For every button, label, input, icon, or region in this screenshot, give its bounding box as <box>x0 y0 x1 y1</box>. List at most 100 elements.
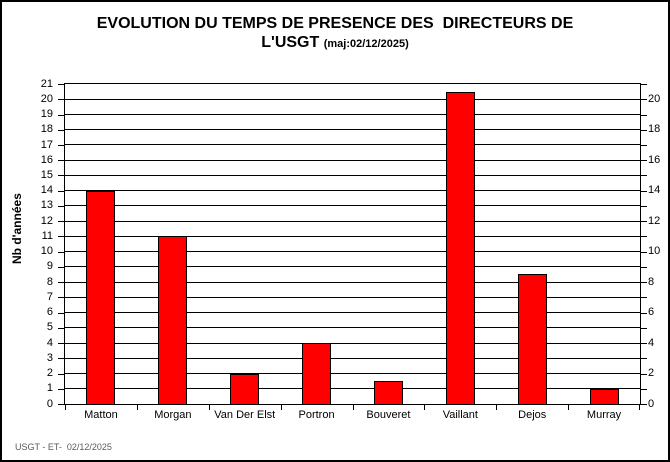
y-axis-label-right: 20 <box>648 92 661 105</box>
chart-title-line2-main: L'USGT <box>261 34 320 51</box>
y-axis-tick-right <box>641 99 647 101</box>
y-axis-tick-left <box>58 145 64 146</box>
gridline <box>65 357 640 359</box>
y-axis-tick-left <box>58 327 64 329</box>
gridline <box>65 281 640 283</box>
x-axis-tick <box>208 405 210 410</box>
y-axis-tick-left <box>58 312 64 314</box>
y-axis-tick-left <box>58 358 64 360</box>
y-axis-label-left: 7 <box>46 290 53 303</box>
y-axis-label-left: 13 <box>40 199 53 212</box>
chart-title-line1: EVOLUTION DU TEMPS DE PRESENCE DES DIREC… <box>96 15 574 32</box>
bar-van-der-elst <box>230 374 260 404</box>
y-axis-label-left: 21 <box>40 77 53 90</box>
y-axis-tick-right <box>641 114 647 116</box>
y-axis-tick-right <box>641 251 647 253</box>
y-axis-tick-left <box>58 160 64 162</box>
y-axis-label-left: 17 <box>40 138 53 151</box>
gridline <box>65 220 640 222</box>
y-axis-label-right: 10 <box>648 245 661 258</box>
y-axis-tick-right <box>641 373 647 375</box>
y-axis-label-left: 19 <box>40 108 53 120</box>
bar-portron <box>302 343 332 404</box>
gridline <box>65 235 640 237</box>
y-axis-tick-left <box>58 236 64 238</box>
category-label-murray: Murray <box>586 409 622 421</box>
y-axis-label-left: 2 <box>46 367 53 379</box>
y-axis-label-left: 11 <box>41 229 53 242</box>
y-axis-label-right: 6 <box>648 306 655 319</box>
y-axis-tick-left <box>58 251 64 253</box>
y-axis-tick-right <box>641 236 647 238</box>
y-axis-tick-right <box>641 175 647 177</box>
y-axis-label-left: 9 <box>46 260 53 273</box>
category-label-bouveret: Bouveret <box>366 409 411 421</box>
y-axis-tick-right <box>641 297 647 299</box>
y-axis-label-left: 1 <box>46 382 53 395</box>
y-axis-tick-left <box>58 404 64 405</box>
bar-dejos <box>517 274 547 404</box>
y-axis-tick-left <box>58 266 64 268</box>
bar-bouveret <box>373 381 403 404</box>
y-axis-label-right: 12 <box>648 214 661 227</box>
category-label-dejos: Dejos <box>518 409 547 421</box>
gridline <box>65 190 640 192</box>
chart-title: EVOLUTION DU TEMPS DE PRESENCE DES DIREC… <box>2 14 668 54</box>
y-axis-label-left: 4 <box>46 336 53 349</box>
y-axis-label-right: 16 <box>648 153 661 166</box>
y-axis-tick-right <box>641 221 647 223</box>
y-axis-label-right: 4 <box>648 336 655 349</box>
y-axis-tick-right <box>641 160 647 162</box>
gridline <box>65 205 640 207</box>
x-axis-tick <box>424 405 426 410</box>
y-axis-tick-right <box>641 129 647 131</box>
y-axis-label-left: 20 <box>40 92 53 105</box>
y-axis-tick-right <box>641 388 647 390</box>
gridline <box>65 327 640 329</box>
y-axis-label-right: 2 <box>648 367 655 379</box>
gridline <box>65 373 640 375</box>
y-axis-label-left: 12 <box>40 214 53 227</box>
x-axis-tick <box>65 405 66 410</box>
y-axis-label-left: 3 <box>46 351 53 364</box>
y-axis-tick-left <box>58 190 64 192</box>
bar-morgan <box>158 236 188 404</box>
y-axis-tick-left <box>58 99 64 101</box>
gridline <box>65 113 640 115</box>
y-axis-tick-right <box>641 404 647 405</box>
gridline <box>65 174 640 176</box>
footer-text: USGT - ET- 02/12/2025 <box>15 442 112 452</box>
y-axis-tick-left <box>58 282 64 284</box>
gridline <box>65 251 640 253</box>
x-axis-tick <box>639 405 640 410</box>
y-axis-tick-left <box>58 114 64 116</box>
y-axis-tick-right <box>641 343 647 344</box>
category-label-vaillant: Vaillant <box>442 409 478 421</box>
y-axis-tick-left <box>58 175 64 177</box>
y-axis-tick-right <box>641 312 647 314</box>
gridline <box>65 159 640 161</box>
gridline <box>65 296 640 298</box>
y-axis-tick-left <box>58 129 64 131</box>
x-axis-tick <box>352 405 354 410</box>
y-axis-label-right: 14 <box>648 184 661 197</box>
gridline <box>65 98 640 100</box>
bar-murray <box>589 389 619 404</box>
x-axis-tick <box>280 405 282 410</box>
x-axis-tick <box>496 405 498 410</box>
bar-matton <box>86 191 116 404</box>
x-axis-tick <box>136 405 138 410</box>
gridline <box>65 266 640 268</box>
gridline <box>65 129 640 131</box>
category-label-morgan: Morgan <box>154 409 192 421</box>
y-axis-label-right: 18 <box>648 123 661 136</box>
y-axis-tick-left <box>58 373 64 375</box>
category-label-matton: Matton <box>84 409 118 421</box>
category-label-van-der-elst: Van Der Elst <box>214 409 276 421</box>
y-axis-tick-left <box>58 343 64 344</box>
chart-title-update-note: (maj:02/12/2025) <box>323 38 409 50</box>
category-label-portron: Portron <box>298 409 335 421</box>
y-axis-tick-left <box>58 388 64 390</box>
gridline <box>65 312 640 314</box>
gridline <box>65 388 640 390</box>
